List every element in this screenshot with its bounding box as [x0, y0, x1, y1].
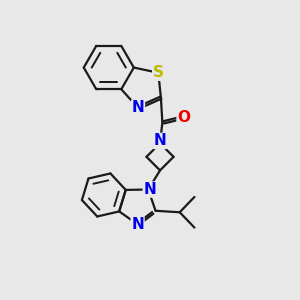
Text: N: N [132, 100, 144, 115]
Text: O: O [177, 110, 190, 125]
Text: N: N [143, 182, 156, 197]
Text: N: N [131, 217, 144, 232]
Text: S: S [153, 65, 164, 80]
Text: N: N [154, 134, 166, 148]
